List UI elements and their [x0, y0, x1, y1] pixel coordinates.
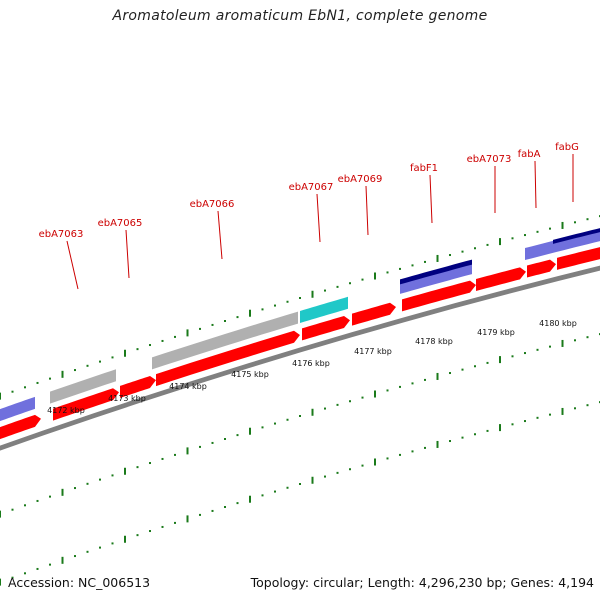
leader-line-ebA7063 [66, 240, 79, 290]
feature-track [0, 228, 600, 440]
cds-ebA7069 [352, 302, 396, 326]
cds-ebA7065 [120, 376, 156, 398]
leader-line-ebA7067 [316, 193, 321, 243]
gene-label-ebA7065: ebA7065 [98, 218, 143, 229]
cds-fabA [527, 259, 556, 278]
kbp-label: 4178 kbp [415, 337, 453, 346]
leader-line-ebA7066 [217, 210, 223, 260]
grey-feature-2 [152, 311, 298, 370]
cds-ebA7066 [156, 330, 300, 387]
gene-label-fabG: fabG [555, 142, 579, 153]
cyan-feature [300, 296, 348, 323]
dark-blue-strip-fabf1 [400, 259, 472, 285]
blue-feature-left [0, 396, 35, 422]
cds-ebA7067 [302, 315, 350, 341]
backbone-ring [0, 265, 600, 451]
kbp-label: 4176 kbp [292, 359, 330, 368]
gene-label-ebA7067: ebA7067 [289, 182, 334, 193]
grey-feature-1 [50, 369, 116, 404]
gene-label-layer: ebA7063 ebA7065 ebA7066 ebA7067 ebA7069 fabF1… [39, 142, 579, 290]
kbp-label: 4179 kbp [477, 328, 515, 337]
cds-fabG [557, 247, 600, 270]
cds-ebA7063 [53, 388, 119, 421]
gene-label-ebA7066: ebA7066 [190, 199, 235, 210]
outer-tick-ring [0, 215, 600, 400]
leader-line-ebA7069 [365, 185, 369, 236]
gene-label-ebA7069: ebA7069 [338, 174, 383, 185]
leader-line-fabF1 [429, 174, 433, 224]
kbp-label-layer: 4172 kbp 4173 kbp 4174 kbp 4175 kbp 4176 kbp… [47, 319, 577, 415]
cds-fabf1 [402, 280, 476, 312]
blue-feature-fabf1 [400, 262, 472, 294]
kbp-label: 4177 kbp [354, 347, 392, 356]
genome-summary-text: Topology: circular; Length: 4,296,230 bp… [250, 575, 594, 590]
gene-label-ebA7063: ebA7063 [39, 229, 84, 240]
kbp-label: 4174 kbp [169, 382, 207, 391]
accession-text: Accession: NC_006513 [8, 575, 151, 590]
map-title: Aromatoleum aromaticum EbN1, complete ge… [112, 8, 488, 24]
cds-left [0, 414, 41, 440]
kbp-label: 4175 kbp [231, 370, 269, 379]
cds-ebA7073 [476, 267, 526, 291]
leader-line-ebA7065 [125, 229, 130, 279]
gene-label-fabA: fabA [518, 149, 541, 160]
gene-label-fabF1: fabF1 [410, 163, 438, 174]
kbp-label: 4173 kbp [108, 394, 146, 403]
gene-label-ebA7073: ebA7073 [467, 154, 512, 165]
kbp-label: 4180 kbp [539, 319, 577, 328]
kbp-label: 4172 kbp [47, 406, 85, 415]
leader-line-fabA [534, 160, 537, 209]
scale-ring [0, 333, 600, 586]
blue-feature-fabg [525, 229, 600, 261]
backbone-line [0, 265, 600, 451]
dark-blue-strip-fabg [553, 228, 600, 244]
